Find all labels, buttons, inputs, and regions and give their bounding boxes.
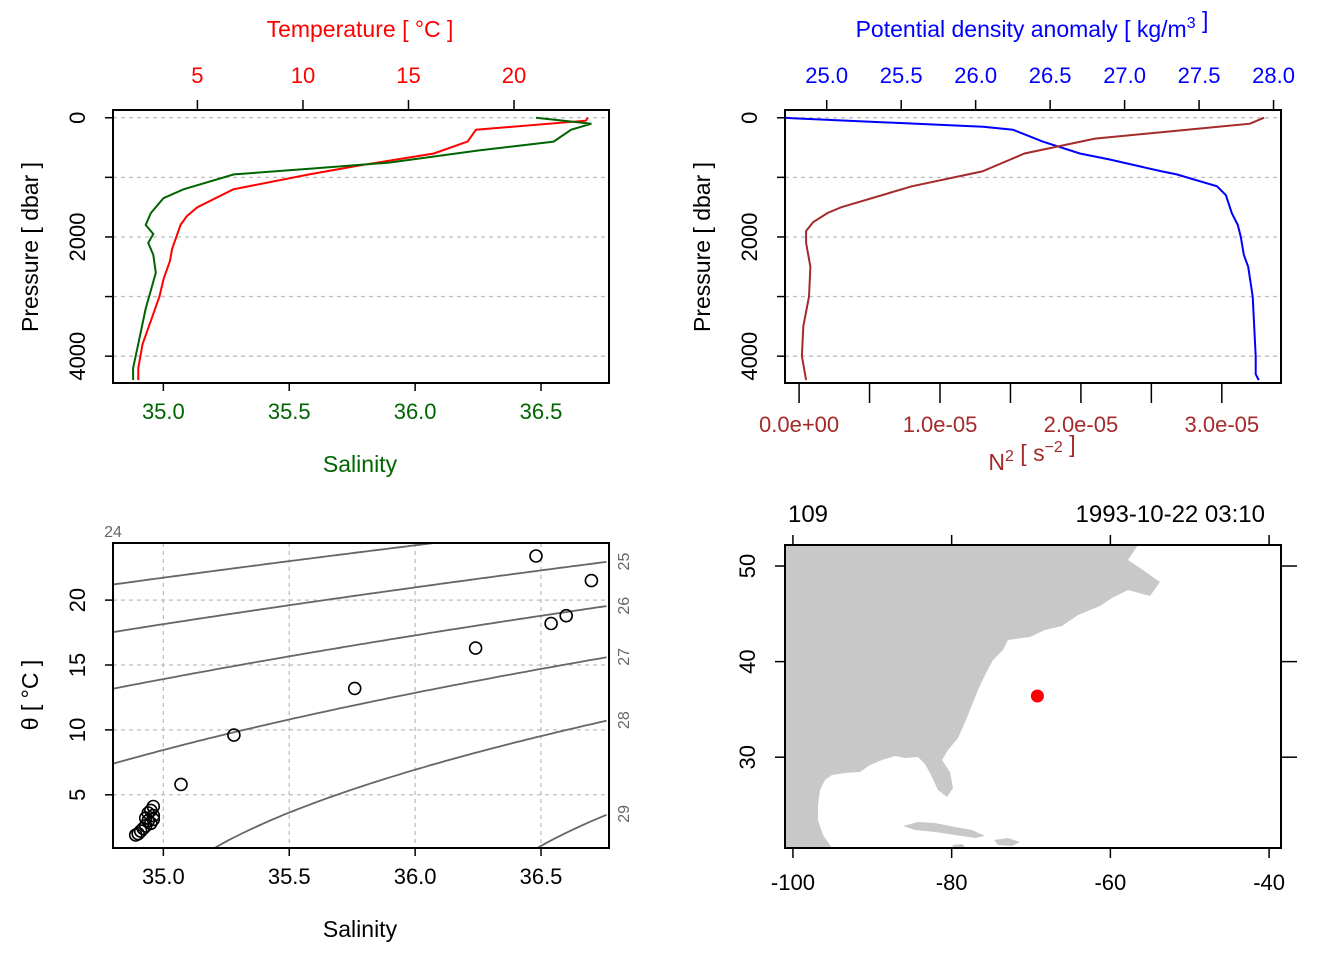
ts-point <box>174 777 188 792</box>
pressure-axis-title: Pressure [ dbar ] <box>17 162 43 332</box>
isopycnal-label: 26 <box>616 597 633 615</box>
theta-tick-label: 10 <box>65 718 90 742</box>
density-tick-label: 28.0 <box>1252 63 1295 88</box>
latitude-tick-label: 40 <box>735 649 760 673</box>
n2-axis-title: N2 [ s−2 ] <box>988 431 1075 475</box>
latitude-tick-label: 50 <box>735 554 760 578</box>
ts-point <box>544 616 558 631</box>
temperature-tick-label: 15 <box>396 63 420 88</box>
ts-point <box>529 549 543 563</box>
ts-point <box>584 573 599 588</box>
density-profile-line <box>784 116 1260 381</box>
density-tick-label: 26.5 <box>1029 63 1072 88</box>
ts-point <box>468 641 483 655</box>
pressure-tick-label: 0 <box>737 112 762 124</box>
salinity-axis-title: Salinity <box>323 916 398 942</box>
isopycnal-curve <box>212 719 607 848</box>
north-america-landmass <box>785 545 1160 848</box>
n2-tick-label: 1.0e-05 <box>903 412 978 437</box>
pressure-tick-label: 2000 <box>65 212 90 261</box>
salinity-tick-label: 36.5 <box>520 864 563 889</box>
plot-frame <box>784 109 1282 384</box>
density-axis-title: Potential density anomaly [ kg/m3 ] <box>856 7 1209 42</box>
panel-density-n2-profile: 0.0e+00 1.0e-05 2.0e-05 3.0e-05 25.0 25.5 26.0… <box>689 7 1295 475</box>
station-date-label: 1993-10-22 03:10 <box>1076 501 1266 528</box>
n2-tick-label: 0.0e+00 <box>759 412 839 437</box>
isopycnal-curve <box>113 543 442 586</box>
theta-axis-title: θ [ °C ] <box>17 660 43 731</box>
temperature-tick-label: 5 <box>191 63 203 88</box>
density-tick-label: 27.0 <box>1103 63 1146 88</box>
panel-station-map: -100 -80 -60 -40 30 40 50 109 1993-10-22 03:10 <box>735 501 1297 895</box>
pressure-tick-label: 0 <box>65 112 90 124</box>
density-tick-label: 25.0 <box>805 63 848 88</box>
panel-ts-profile: 35.0 35.5 36.0 36.5 5 10 15 20 0 2000 4000 Tempera… <box>17 16 610 477</box>
salinity-tick-label: 36.0 <box>394 864 437 889</box>
ts-point <box>227 728 241 742</box>
latitude-tick-label: 30 <box>735 745 760 769</box>
isopycnal-curve <box>113 656 607 765</box>
n2-tick-label: 3.0e-05 <box>1185 412 1260 437</box>
isopycnal-label: 27 <box>616 648 633 666</box>
isopycnal-curve <box>113 605 607 690</box>
ts-point <box>559 608 574 623</box>
theta-tick-label: 15 <box>65 653 90 677</box>
salinity-axis-title: Salinity <box>323 451 398 477</box>
plot-frame <box>112 542 610 849</box>
temperature-profile-line <box>137 117 589 380</box>
theta-tick-label: 5 <box>65 789 90 801</box>
isopycnal-label: 28 <box>616 711 633 729</box>
pressure-tick-label: 4000 <box>65 332 90 381</box>
salinity-tick-label: 35.5 <box>268 399 311 424</box>
temperature-tick-label: 20 <box>502 63 526 88</box>
salinity-tick-label: 36.0 <box>394 399 437 424</box>
isopycnal-curve <box>535 814 607 848</box>
theta-tick-label: 20 <box>65 588 90 612</box>
salinity-tick-label: 35.5 <box>268 864 311 889</box>
station-marker <box>1030 689 1044 703</box>
isopycnal-label: 25 <box>616 553 633 571</box>
salinity-tick-label: 35.0 <box>142 864 185 889</box>
pressure-tick-label: 2000 <box>737 212 762 261</box>
longitude-tick-label: -40 <box>1253 870 1285 895</box>
ts-point <box>128 828 143 842</box>
n2-profile-line <box>800 116 1265 381</box>
salinity-tick-label: 35.0 <box>142 399 185 424</box>
ts-point <box>347 681 362 696</box>
pressure-axis-title: Pressure [ dbar ] <box>689 162 715 332</box>
n2-tick-label: 2.0e-05 <box>1044 412 1119 437</box>
isopycnal-curve <box>113 561 607 633</box>
cuba-island <box>903 822 985 838</box>
longitude-tick-label: -60 <box>1094 870 1126 895</box>
isopycnal-label: 29 <box>616 805 633 823</box>
panel-ts-diagram: 35.0 35.5 36.0 36.5 5 10 15 20 24 25 26 27 28 29 Sal… <box>17 524 633 942</box>
salinity-profile-line <box>132 116 592 380</box>
longitude-tick-label: -80 <box>936 870 968 895</box>
temperature-axis-title: Temperature [ °C ] <box>267 16 454 42</box>
isopycnal-label: 24 <box>104 524 122 541</box>
pressure-tick-label: 4000 <box>737 332 762 381</box>
hispaniola-island <box>994 838 1020 846</box>
station-id-label: 109 <box>788 501 828 528</box>
salinity-tick-label: 36.5 <box>520 399 563 424</box>
density-tick-label: 27.5 <box>1178 63 1221 88</box>
plot-frame <box>112 109 610 384</box>
ts-point <box>146 808 161 823</box>
density-tick-label: 25.5 <box>880 63 923 88</box>
density-tick-label: 26.0 <box>954 63 997 88</box>
longitude-tick-label: -100 <box>771 870 815 895</box>
map-frame <box>784 544 1282 849</box>
temperature-tick-label: 10 <box>291 63 315 88</box>
